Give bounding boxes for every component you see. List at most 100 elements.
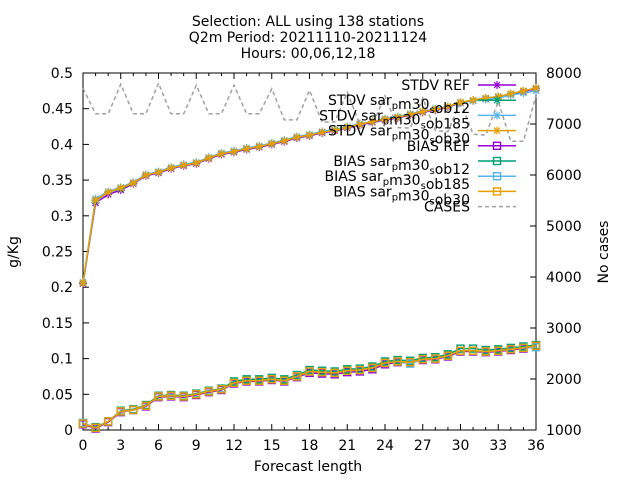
data-point: [443, 102, 452, 111]
y2-tick-label: 4000: [546, 270, 582, 286]
legend-subscript: p: [392, 192, 398, 203]
data-point: [104, 188, 113, 197]
marker-stroke: [280, 137, 288, 145]
y2-tick-label: 1000: [546, 423, 582, 439]
data-point: [418, 355, 427, 364]
x-tick-label: 0: [79, 438, 88, 454]
legend-text: STDV sar: [328, 124, 392, 140]
marker-stroke: [92, 196, 100, 204]
data-point: [519, 86, 528, 95]
x-tick-label: 36: [527, 438, 545, 454]
legend-label: STDV sarpm30sob185: [319, 108, 470, 132]
data-point: [204, 153, 213, 162]
marker-stroke: [493, 111, 501, 119]
data-point: [393, 357, 402, 366]
y-tick-label: 0.35: [42, 173, 73, 189]
legend-swatch-marker: [493, 111, 501, 120]
y-tick-label: 0.2: [51, 280, 73, 296]
legend-subscript: p: [383, 177, 389, 188]
data-point: [469, 96, 478, 105]
marker-stroke: [457, 98, 464, 106]
data-point: [179, 392, 188, 401]
y2-tick-label: 7000: [546, 117, 582, 133]
data-point: [116, 183, 125, 192]
legend-text: BIAS sar: [333, 154, 392, 170]
legend-subscript: p: [383, 116, 389, 127]
legend-subscript: p: [392, 132, 398, 143]
x-tick-label: 24: [376, 438, 394, 454]
legend-label: STDV sarpm30sob30: [328, 124, 470, 148]
data-point: [129, 405, 138, 415]
series-line: [82, 346, 537, 429]
marker-stroke: [230, 148, 238, 155]
legend-entry: BIAS sarpm30sob185: [325, 169, 516, 193]
y-axis-label: g/Kg: [6, 236, 22, 268]
data-point: [343, 123, 352, 132]
marker-stroke: [444, 103, 452, 110]
legend-swatch-marker: [493, 126, 501, 135]
data-point: [204, 387, 214, 396]
data-point: [519, 343, 528, 353]
data-point: [280, 136, 289, 145]
y-tick-label: 0.05: [42, 387, 73, 403]
legend-swatch-marker: [492, 156, 502, 166]
legend-subscript: p: [392, 101, 398, 112]
data-point: [267, 139, 276, 148]
legend-text: ob12: [435, 101, 470, 117]
legend-text: m30: [398, 97, 429, 113]
marker-stroke: [142, 171, 150, 179]
marker-stroke: [167, 164, 175, 172]
marker-stroke: [155, 168, 162, 176]
marker-stroke: [356, 120, 364, 128]
legend-text: m30: [389, 112, 420, 128]
marker-stroke: [519, 87, 527, 95]
legend-entry: BIAS REF: [407, 139, 516, 155]
series-line: [82, 344, 537, 429]
legend-text: m30: [389, 173, 420, 189]
marker-stroke: [243, 145, 251, 153]
data-point: [255, 142, 264, 151]
data-point: [531, 341, 541, 350]
data-point: [79, 278, 87, 287]
data-point: [393, 113, 402, 122]
marker-stroke: [406, 110, 414, 118]
y2-tick-label: 8000: [546, 66, 582, 82]
marker-stroke: [493, 127, 501, 135]
marker-stroke: [180, 161, 188, 169]
data-point: [317, 367, 327, 377]
legend-entry: BIAS sarpm30sob30: [333, 184, 516, 208]
data-point: [192, 158, 201, 167]
data-point: [91, 423, 100, 433]
legend-text: ob12: [435, 162, 470, 178]
legend-text: STDV sar: [328, 93, 392, 109]
legend-swatch-marker: [492, 171, 502, 181]
data-point: [229, 378, 239, 388]
marker-stroke: [306, 131, 313, 139]
marker-stroke: [532, 84, 540, 92]
y-tick-label: 0.25: [42, 245, 73, 261]
y2-tick-label: 2000: [546, 372, 582, 388]
marker-stroke: [268, 140, 276, 148]
legend-label: STDV sarpm30sob12: [328, 93, 470, 117]
legend-swatch-marker: [492, 141, 502, 151]
marker-stroke: [419, 108, 427, 115]
x-axis-label: Forecast length: [254, 459, 362, 475]
legend-text: ob30: [435, 132, 470, 148]
legend-label: BIAS sarpm30sob12: [333, 154, 470, 178]
y2-tick-label: 5000: [546, 219, 582, 235]
legend-text: m30: [398, 128, 429, 144]
data-point: [305, 367, 314, 376]
x-tick-label: 27: [414, 438, 432, 454]
legend-swatch-marker: [492, 187, 502, 196]
marker-stroke: [217, 150, 225, 158]
marker-stroke: [117, 184, 125, 192]
data-point: [355, 120, 364, 129]
y-tick-label: 0.5: [51, 66, 73, 82]
data-point: [330, 126, 339, 135]
legend-text: STDV sar: [319, 108, 383, 124]
data-point: [431, 354, 440, 363]
data-point: [380, 358, 390, 368]
marker-stroke: [192, 159, 200, 167]
legend-subscript: s: [421, 181, 426, 192]
data-point: [192, 390, 201, 399]
